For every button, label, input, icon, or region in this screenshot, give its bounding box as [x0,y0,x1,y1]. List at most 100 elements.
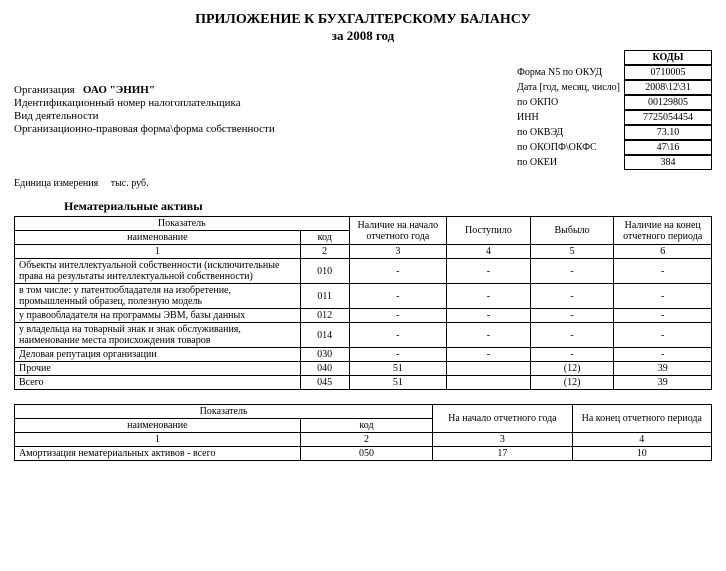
row-code: 010 [300,259,349,284]
t1-h-indicator: Показатель [15,217,350,231]
table-row: Объекты интеллектуальной собственности (… [15,259,712,284]
t1-h-end: Наличие на конец отчетного периода [614,217,712,245]
row-code: 014 [300,323,349,348]
row-code: 030 [300,348,349,362]
table-row: Всего04551 (12)39 [15,376,712,390]
row-value: 39 [614,362,712,376]
section-title-1: Нематериальные активы [14,199,712,214]
codes-row-value: 7725054454 [625,111,712,125]
codes-row-value: 47\16 [625,141,712,155]
row-name: Амортизация нематериальных активов - все… [15,447,301,461]
org-name: ОАО "ЭНИН" [83,84,155,96]
org-line-3: Вид деятельности [14,110,517,122]
codes-row: по ОКПО00129805 [517,95,712,110]
row-value: - [614,323,712,348]
codes-row: по ОКЕИ 384 [517,155,712,170]
t2-h-indicator: Показатель [15,405,433,419]
t2-h-end: На конец отчетного периода [572,405,711,433]
row-value: - [447,348,531,362]
codes-row: по ОКОПФ\ОКФС 47\16 [517,140,712,155]
codes-row-value: 2008\12\31 [625,81,712,95]
t1-h-begin: Наличие на начало отчетного года [349,217,447,245]
codes-row-label: ИНН [517,112,539,123]
row-value: (12) [530,362,614,376]
row-value: - [530,323,614,348]
row-value: - [447,323,531,348]
row-value: - [614,309,712,323]
t1-numrow: 1 2 3 4 5 6 [15,245,712,259]
codes-row-label: по ОКОПФ\ОКФС [517,142,597,153]
row-value: - [349,259,447,284]
codes-row: по ОКВЭД 73.10 [517,125,712,140]
row-value: - [349,284,447,309]
unit-value: тыс. руб. [111,178,149,189]
codes-row-cell: 00129805 [624,95,712,110]
row-code: 011 [300,284,349,309]
row-name: у владельца на товарный знак и знак обсл… [15,323,301,348]
row-value: 17 [433,447,572,461]
codes-row-value: 73.10 [625,126,712,140]
unit-line: Единица измерения тыс. руб. [14,178,712,189]
row-name: у правообладателя на программы ЭВМ, базы… [15,309,301,323]
org-line-4: Организационно-правовая форма\форма собс… [14,123,517,135]
codes-row-value: 00129805 [625,96,712,110]
table-row: у правообладателя на программы ЭВМ, базы… [15,309,712,323]
row-name: Объекты интеллектуальной собственности (… [15,259,301,284]
row-value: - [530,309,614,323]
org-line-1: Организация ОАО "ЭНИН" [14,84,517,96]
codes-row-cell: 0710005 [624,65,712,80]
codes-row-label: Форма N5 по ОКУД [517,67,602,78]
t1-h-in: Поступило [447,217,531,245]
codes-row-cell: 47\16 [624,140,712,155]
codes-row-cell: 2008\12\31 [624,80,712,95]
row-value: - [614,259,712,284]
header-block: Организация ОАО "ЭНИН" Идентификационный… [14,50,712,170]
row-code: 045 [300,376,349,390]
row-value: 39 [614,376,712,390]
row-value: - [349,309,447,323]
row-value: - [530,284,614,309]
t1-h-name: наименование [15,231,301,245]
codes-header: КОДЫ [625,51,712,65]
row-name: Прочие [15,362,301,376]
t1-h-out: Выбыло [530,217,614,245]
row-value: - [614,348,712,362]
row-value: - [447,259,531,284]
row-value: - [349,323,447,348]
row-code: 050 [300,447,432,461]
codes-table: КОДЫ [624,50,712,65]
row-code: 040 [300,362,349,376]
t2-h-begin: На начало отчетного года [433,405,572,433]
row-value [447,362,531,376]
row-value: 51 [349,376,447,390]
unit-label: Единица измерения [14,178,98,189]
table-row: в том числе: у патентообладателя на изоб… [15,284,712,309]
table-row: у владельца на товарный знак и знак обсл… [15,323,712,348]
codes-row-label: по ОКВЭД [517,127,563,138]
doc-title-2: за 2008 год [14,28,712,44]
org-line-2: Идентификационный номер налогоплательщик… [14,97,517,109]
row-name: Всего [15,376,301,390]
codes-row-value: 0710005 [625,66,712,80]
row-value: - [614,284,712,309]
codes-row: Форма N5 по ОКУД 0710005 [517,65,712,80]
row-value: 10 [572,447,711,461]
codes-row-label: Дата [год, месяц, число] [517,82,620,93]
row-value: - [447,309,531,323]
row-value: 51 [349,362,447,376]
row-name: в том числе: у патентообладателя на изоб… [15,284,301,309]
t2-h-name: наименование [15,419,301,433]
codes-row: ИНН 7725054454 [517,110,712,125]
row-value: - [530,348,614,362]
row-value: (12) [530,376,614,390]
table-intangible-assets: Показатель Наличие на начало отчетного г… [14,216,712,390]
codes-row-cell: 73.10 [624,125,712,140]
row-value: - [447,284,531,309]
codes-row-label: по ОКЕИ [517,157,557,168]
table-row: Амортизация нематериальных активов - все… [15,447,712,461]
row-value [447,376,531,390]
codes-row-value: 384 [625,156,712,170]
codes-row-cell: 7725054454 [624,110,712,125]
table-row: Деловая репутация организации030---- [15,348,712,362]
row-code: 012 [300,309,349,323]
